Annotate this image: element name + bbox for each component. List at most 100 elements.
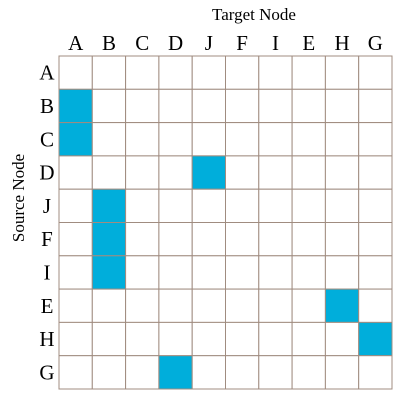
empty-cell-d-b — [92, 156, 125, 189]
empty-cell-i-c — [126, 256, 159, 289]
column-label-g: G — [368, 31, 383, 55]
empty-cell-c-b — [92, 123, 125, 156]
empty-cell-c-j — [192, 123, 225, 156]
empty-cell-j-i — [259, 189, 292, 222]
row-label-i: I — [44, 260, 51, 284]
empty-cell-b-b — [92, 89, 125, 122]
y-axis-title: Source Node — [9, 154, 28, 242]
edge-cell-i-b — [92, 256, 125, 289]
empty-cell-c-g — [359, 123, 392, 156]
empty-cell-i-f — [226, 256, 259, 289]
empty-cell-d-h — [325, 156, 358, 189]
empty-cell-j-j — [192, 189, 225, 222]
empty-cell-a-f — [226, 56, 259, 89]
empty-cell-i-j — [192, 256, 225, 289]
empty-cell-a-g — [359, 56, 392, 89]
empty-cell-c-e — [292, 123, 325, 156]
empty-cell-e-a — [59, 289, 92, 322]
empty-cell-i-i — [259, 256, 292, 289]
empty-cell-e-f — [226, 289, 259, 322]
empty-cell-a-c — [126, 56, 159, 89]
empty-cell-b-f — [226, 89, 259, 122]
empty-cell-a-d — [159, 56, 192, 89]
column-label-h: H — [334, 31, 349, 55]
empty-cell-f-i — [259, 223, 292, 256]
empty-cell-b-j — [192, 89, 225, 122]
edge-cell-e-h — [325, 289, 358, 322]
matrix-cells — [59, 56, 392, 389]
column-label-c: C — [135, 31, 149, 55]
empty-cell-d-e — [292, 156, 325, 189]
row-label-j: J — [43, 194, 51, 218]
empty-cell-c-c — [126, 123, 159, 156]
empty-cell-d-d — [159, 156, 192, 189]
empty-cell-i-e — [292, 256, 325, 289]
row-label-b: B — [40, 94, 54, 118]
empty-cell-h-h — [325, 322, 358, 355]
empty-cell-e-d — [159, 289, 192, 322]
edge-cell-g-d — [159, 356, 192, 389]
empty-cell-d-a — [59, 156, 92, 189]
empty-cell-h-b — [92, 322, 125, 355]
empty-cell-h-i — [259, 322, 292, 355]
empty-cell-h-d — [159, 322, 192, 355]
empty-cell-a-b — [92, 56, 125, 89]
row-label-c: C — [40, 127, 54, 151]
edge-cell-h-g — [359, 322, 392, 355]
empty-cell-c-h — [325, 123, 358, 156]
empty-cell-f-h — [325, 223, 358, 256]
empty-cell-e-i — [259, 289, 292, 322]
empty-cell-f-d — [159, 223, 192, 256]
empty-cell-j-h — [325, 189, 358, 222]
column-label-e: E — [302, 31, 315, 55]
empty-cell-g-c — [126, 356, 159, 389]
empty-cell-g-a — [59, 356, 92, 389]
empty-cell-g-j — [192, 356, 225, 389]
empty-cell-b-g — [359, 89, 392, 122]
empty-cell-b-c — [126, 89, 159, 122]
empty-cell-c-f — [226, 123, 259, 156]
empty-cell-g-i — [259, 356, 292, 389]
edge-cell-f-b — [92, 223, 125, 256]
empty-cell-e-j — [192, 289, 225, 322]
empty-cell-b-h — [325, 89, 358, 122]
empty-cell-e-c — [126, 289, 159, 322]
empty-cell-i-a — [59, 256, 92, 289]
row-label-h: H — [39, 327, 54, 351]
empty-cell-f-a — [59, 223, 92, 256]
row-label-e: E — [41, 294, 54, 318]
empty-cell-j-a — [59, 189, 92, 222]
empty-cell-j-f — [226, 189, 259, 222]
empty-cell-g-b — [92, 356, 125, 389]
column-label-f: F — [236, 31, 248, 55]
row-label-f: F — [41, 227, 53, 251]
column-label-j: J — [205, 31, 213, 55]
empty-cell-i-d — [159, 256, 192, 289]
empty-cell-d-f — [226, 156, 259, 189]
column-label-d: D — [168, 31, 183, 55]
empty-cell-j-e — [292, 189, 325, 222]
empty-cell-j-g — [359, 189, 392, 222]
row-label-g: G — [39, 360, 54, 384]
edge-cell-j-b — [92, 189, 125, 222]
x-axis-title: Target Node — [212, 5, 296, 24]
empty-cell-a-e — [292, 56, 325, 89]
row-label-a: A — [39, 61, 55, 85]
empty-cell-i-h — [325, 256, 358, 289]
empty-cell-a-h — [325, 56, 358, 89]
empty-cell-e-b — [92, 289, 125, 322]
empty-cell-e-e — [292, 289, 325, 322]
edge-cell-d-j — [192, 156, 225, 189]
empty-cell-j-c — [126, 189, 159, 222]
empty-cell-e-g — [359, 289, 392, 322]
empty-cell-j-d — [159, 189, 192, 222]
empty-cell-h-j — [192, 322, 225, 355]
empty-cell-c-d — [159, 123, 192, 156]
edge-cell-c-a — [59, 123, 92, 156]
empty-cell-d-g — [359, 156, 392, 189]
empty-cell-f-g — [359, 223, 392, 256]
empty-cell-g-e — [292, 356, 325, 389]
